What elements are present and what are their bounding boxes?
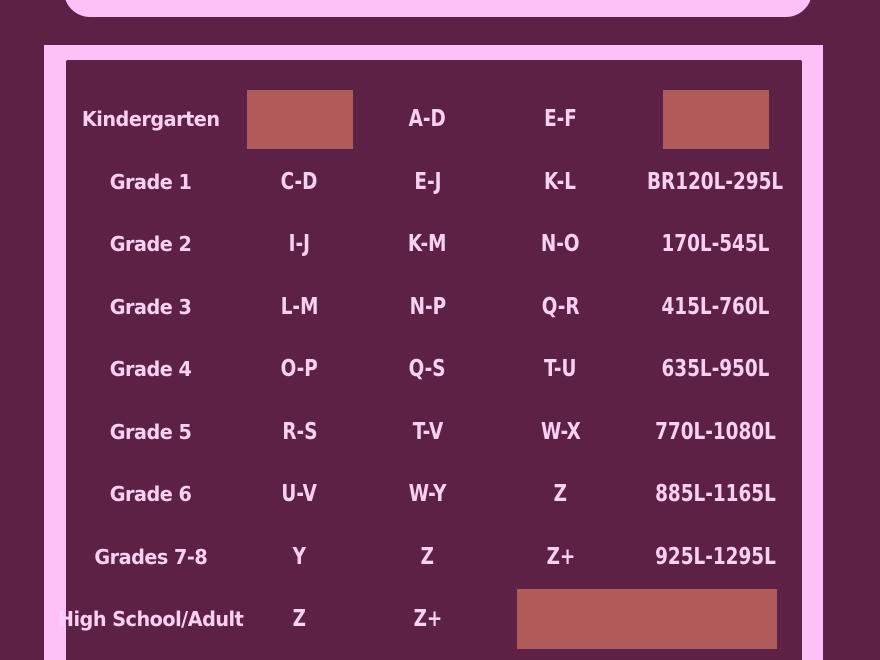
table-cell: Z+ (546, 543, 575, 570)
color-block (246, 89, 353, 149)
table-cell: Y (292, 543, 307, 570)
table-cell: Z (420, 543, 435, 570)
table-background (66, 60, 802, 660)
table-cell (236, 88, 363, 151)
table-cell: K-L (544, 168, 577, 195)
table-cell: W-X (540, 418, 581, 445)
table-cell: Z (553, 481, 568, 508)
table-cell: C-D (281, 168, 318, 195)
table-cell: E-J (413, 168, 442, 195)
grade-label: High School/Adult (58, 607, 244, 632)
grade-label: Grade 6 (110, 482, 192, 507)
table-cell: 885L-1165L (655, 481, 776, 508)
grade-label: Grade 3 (110, 294, 192, 319)
grade-label: Grades 7-8 (94, 544, 208, 569)
table-cell: Z (292, 606, 307, 633)
table-cell: K-M (408, 231, 447, 258)
table-cell: BR120L-295L (647, 168, 784, 195)
table-cell: R-S (281, 418, 318, 445)
grade-label: Grade 4 (110, 357, 192, 382)
table-cell: 925L-1295L (655, 543, 776, 570)
grade-label: Grade 1 (110, 169, 192, 194)
table-cell: L-M (280, 293, 319, 320)
table-cell: 770L-1080L (655, 418, 776, 445)
grade-label: Grade 5 (110, 419, 192, 444)
table-cell: A-D (408, 106, 447, 133)
table-cell: Q-S (409, 356, 446, 383)
table-cell: N-O (541, 231, 580, 258)
table-cell: 170L-545L (661, 231, 770, 258)
table-cell: I-J (288, 231, 311, 258)
table-cell (629, 88, 802, 151)
grade-label: Grade 2 (110, 232, 192, 257)
levels-table: Kindergarten A-D E-F Grade 1 C-D E-J K-L… (58, 88, 802, 651)
color-block (662, 89, 769, 149)
table-cell: 415L-760L (661, 293, 770, 320)
table-cell: W-Y (408, 481, 447, 508)
table-cell: E-F (544, 106, 577, 133)
table-cell: N-P (409, 293, 446, 320)
table-cell: T-V (412, 418, 443, 445)
table-cell: Q-R (541, 293, 580, 320)
table-cell: 635L-950L (661, 356, 770, 383)
table-cell: O-P (280, 356, 319, 383)
table-cell (492, 588, 802, 651)
grade-label: Kindergarten (82, 107, 220, 132)
title-card (64, 0, 812, 17)
table-cell: U-V (281, 481, 318, 508)
color-block-wide (517, 589, 777, 650)
table-cell: T-U (544, 356, 577, 383)
table-cell: Z+ (413, 606, 442, 633)
